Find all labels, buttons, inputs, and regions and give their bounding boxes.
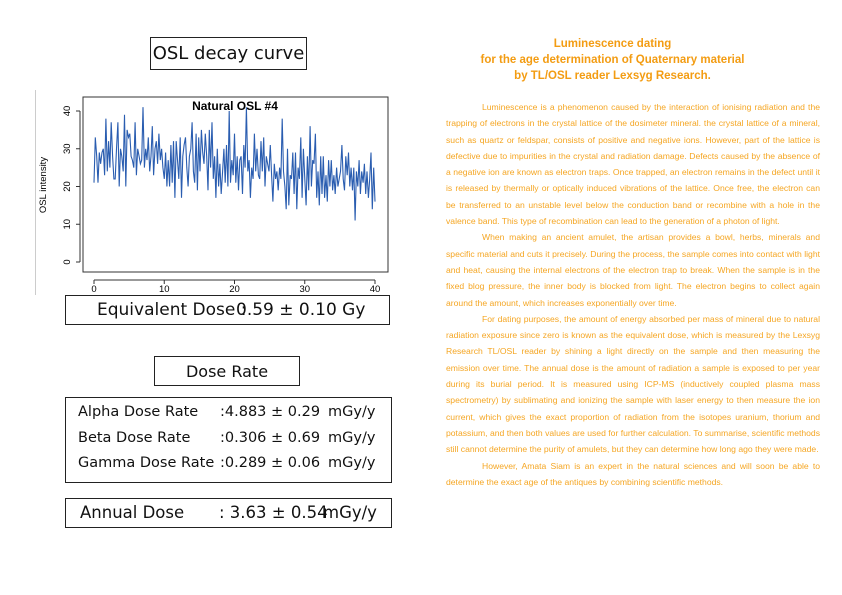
- plot-frame: [82, 96, 389, 273]
- article-title: Luminescence dating for the age determin…: [440, 36, 785, 84]
- osl-chart: Natural OSL #4 OSL intensity 0 10 20 30 40 0 1…: [38, 96, 389, 295]
- dose-unit: mGy/y: [328, 404, 376, 420]
- annual-dose-unit: mGy/y: [323, 503, 377, 522]
- equivalent-dose-label: Equivalent Dose :: [97, 300, 247, 320]
- dose-unit: mGy/y: [328, 455, 376, 471]
- title-line: for the age determination of Quaternary …: [480, 54, 745, 66]
- title-line: by TL/OSL reader Lexsyg Research.: [514, 70, 711, 82]
- equivalent-dose-box: Equivalent Dose : 0.59 ± 0.10 Gy: [65, 295, 390, 325]
- y-tick-label: 20: [62, 181, 73, 192]
- x-tick-label: 40: [370, 284, 381, 295]
- dose-label: Gamma Dose Rate: [78, 455, 215, 471]
- annual-dose-value: : 3.63 ± 0.54: [219, 503, 328, 522]
- paragraph: Luminescence is a phenomenon caused by t…: [446, 102, 820, 227]
- annual-dose-label: Annual Dose: [80, 503, 185, 522]
- dose-rate-title: Dose Rate: [154, 356, 300, 386]
- paragraph: When making an ancient amulet, the artis…: [446, 232, 820, 308]
- equivalent-dose-value: 0.59 ± 0.10 Gy: [236, 300, 366, 320]
- x-tick-label: 0: [91, 284, 96, 295]
- osl-series-line: [93, 107, 376, 221]
- dose-value: :0.306 ± 0.69: [220, 430, 321, 446]
- paragraph: For dating purposes, the amount of energ…: [446, 313, 820, 455]
- title-line: Luminescence dating: [553, 38, 672, 50]
- paragraph: However, Amata Siam is an expert in the …: [446, 460, 820, 487]
- y-tick-label: 10: [62, 219, 73, 230]
- dose-label: Alpha Dose Rate: [78, 404, 199, 420]
- dose-rate-table: Alpha Dose Rate :4.883 ± 0.29 mGy/y Beta…: [65, 397, 392, 483]
- dose-label: Beta Dose Rate: [78, 430, 191, 446]
- osl-decay-curve-title: OSL decay curve: [150, 37, 307, 70]
- dose-unit: mGy/y: [328, 430, 376, 446]
- x-tick-label: 30: [299, 284, 310, 295]
- x-tick-label: 20: [229, 284, 240, 295]
- y-tick-label: 0: [62, 259, 73, 264]
- annual-dose-box: Annual Dose : 3.63 ± 0.54 mGy/y: [65, 498, 392, 528]
- article-body: Luminescence is a phenomenon caused by t…: [446, 99, 820, 490]
- y-axis-label: OSL intensity: [38, 157, 49, 213]
- y-tick-label: 40: [62, 106, 73, 117]
- divider: [35, 90, 36, 295]
- dose-value: :4.883 ± 0.29: [220, 404, 321, 420]
- dose-value: :0.289 ± 0.06: [220, 455, 321, 471]
- y-tick-label: 30: [62, 143, 73, 154]
- x-tick-label: 10: [159, 284, 170, 295]
- chart-title: Natural OSL #4: [192, 99, 278, 113]
